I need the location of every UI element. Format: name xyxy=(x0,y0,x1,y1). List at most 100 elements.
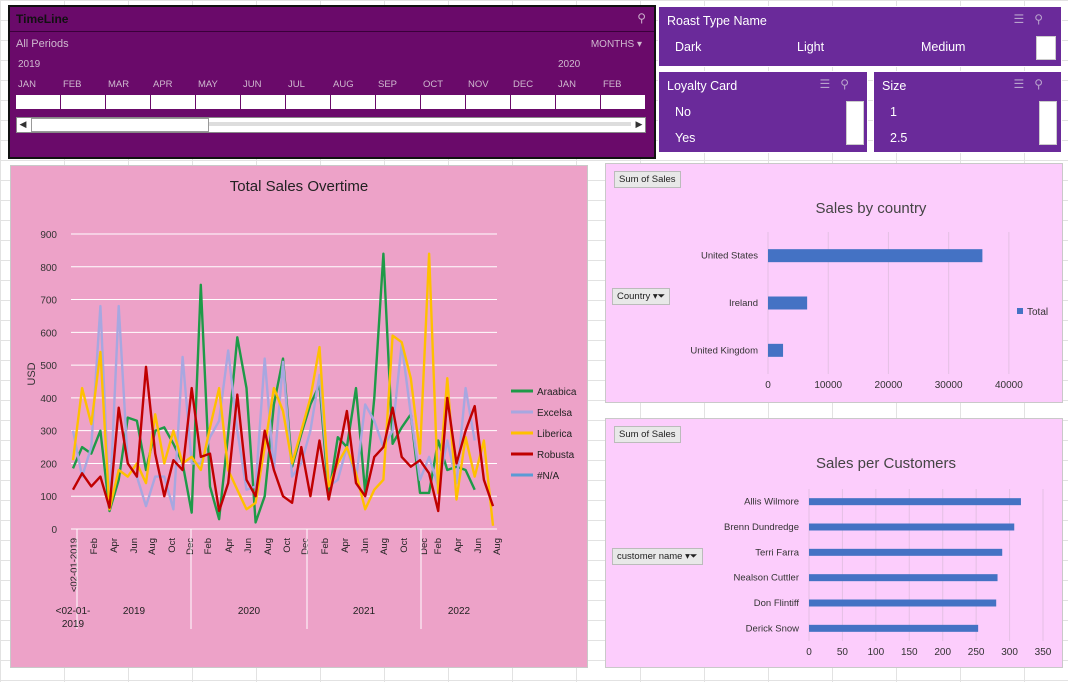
category-label: United States xyxy=(701,251,758,262)
y-tick-label: 0 xyxy=(51,525,57,536)
timeline-month-cell[interactable] xyxy=(466,95,511,109)
timeline-month-label: MAR xyxy=(108,79,130,90)
x-tick-label: Feb xyxy=(89,538,100,554)
slicer-option-dark[interactable]: Dark xyxy=(675,40,702,54)
timeline-month-cell[interactable] xyxy=(196,95,241,109)
multi-select-icon[interactable]: ☰⚲ xyxy=(819,77,859,91)
y-tick-label: 100 xyxy=(40,492,57,503)
slicer-option-2-5[interactable]: 2.5 xyxy=(890,131,908,145)
slicer-option-1[interactable]: 1 xyxy=(890,105,897,119)
x-tick-label: Aug xyxy=(263,538,274,555)
clear-filter-icon[interactable]: ⚲ xyxy=(637,11,646,25)
x-tick-label: 20000 xyxy=(875,380,903,391)
y-tick-label: 800 xyxy=(40,263,57,274)
slicer-option-yes[interactable]: Yes xyxy=(675,131,696,145)
slicer-option-medium[interactable]: Medium xyxy=(921,40,966,54)
x-group-label: 2019 xyxy=(123,606,146,617)
filter-icon: ▾⏷ xyxy=(685,551,698,562)
timeline-month-cell[interactable] xyxy=(286,95,331,109)
timeline-period-bar[interactable] xyxy=(16,95,646,109)
y-tick-label: 700 xyxy=(40,296,57,307)
timeline-month-cell[interactable] xyxy=(61,95,106,109)
y-tick-label: 300 xyxy=(40,427,57,438)
x-tick-label: Apr xyxy=(224,538,235,553)
bar xyxy=(809,624,979,632)
customer-bar-svg: Sales per Customers 0 50 100 150 200 250 300 350… xyxy=(724,455,1052,658)
scroll-left-icon[interactable]: ◀ xyxy=(19,119,27,129)
x-tick-label: Oct xyxy=(399,538,410,553)
roast-type-slicer[interactable]: Roast Type Name ☰⚲ Dark Light Medium xyxy=(658,6,1062,67)
legend-entry: Total xyxy=(1027,307,1048,318)
bar xyxy=(768,249,983,263)
timeline-month-cell[interactable] xyxy=(151,95,196,109)
size-slicer[interactable]: Size ☰⚲ 1 2.5 xyxy=(873,71,1062,153)
y-tick-label: 400 xyxy=(40,394,57,405)
sales-per-customers-chart[interactable]: Sum of Sales customer name ▾⏷ Sales per … xyxy=(605,418,1063,668)
series-line xyxy=(71,252,495,526)
slicer-option-light[interactable]: Light xyxy=(797,40,825,54)
timeline-month-cell[interactable] xyxy=(16,95,61,109)
timeline-month-cell[interactable] xyxy=(241,95,286,109)
x-tick-label: 300 xyxy=(1001,647,1018,658)
sum-of-sales-field-button[interactable]: Sum of Sales xyxy=(614,426,681,443)
x-tick-label: Feb xyxy=(433,538,444,554)
time-level-dropdown[interactable]: MONTHS ▾ xyxy=(591,39,642,50)
slicer-title: Roast Type Name xyxy=(667,14,767,28)
category-label: United Kingdom xyxy=(690,345,758,356)
x-tick-label: Oct xyxy=(167,538,178,553)
scroll-thumb[interactable] xyxy=(31,118,209,132)
x-tick-label: Apr xyxy=(109,538,120,553)
bar xyxy=(768,296,808,310)
sales-by-country-chart[interactable]: Sum of Sales Country ▾⏷ Sales by country… xyxy=(605,163,1063,403)
sum-of-sales-field-button[interactable]: Sum of Sales xyxy=(614,171,681,188)
slicer-option-no[interactable]: No xyxy=(675,105,691,119)
timeline-month-cell[interactable] xyxy=(331,95,376,109)
x-group-label: 2022 xyxy=(448,606,471,617)
x-group-label: 2021 xyxy=(353,606,376,617)
x-tick-label: Feb xyxy=(203,538,214,554)
x-tick-label: Apr xyxy=(453,538,464,553)
x-tick-label: Dec xyxy=(300,538,311,555)
timeline-month-label: AUG xyxy=(333,79,354,90)
country-field-button[interactable]: Country ▾⏷ xyxy=(612,288,671,305)
timeline-month-label: JAN xyxy=(558,79,576,90)
slicer-scrollbar[interactable] xyxy=(846,101,864,145)
filter-icon: ▾⏷ xyxy=(652,291,666,302)
multi-select-icon[interactable]: ☰⚲ xyxy=(1013,12,1053,26)
timeline-month-cell[interactable] xyxy=(556,95,601,109)
timeline-slicer[interactable]: TimeLine ⚲ All Periods MONTHS ▾ 2019 202… xyxy=(8,5,656,159)
x-tick-label: Jun xyxy=(360,538,371,553)
line-chart-svg: Total Sales Overtime 0 100 200 300 400 500 600 7… xyxy=(26,178,577,630)
slicer-scrollbar[interactable] xyxy=(1036,36,1056,60)
timeline-month-cell[interactable] xyxy=(421,95,466,109)
timeline-month-cell[interactable] xyxy=(601,95,646,109)
y-tick-label: 500 xyxy=(40,361,57,372)
loyalty-card-slicer[interactable]: Loyalty Card ☰⚲ No Yes xyxy=(658,71,868,153)
multi-select-icon[interactable]: ☰⚲ xyxy=(1013,77,1053,91)
x-tick-label: Jun xyxy=(243,538,254,553)
x-tick-label: Dec xyxy=(419,538,430,555)
timeline-scrollbar[interactable]: ◀ ▶ xyxy=(16,117,646,133)
bar xyxy=(809,574,998,582)
category-label: Allis Wilmore xyxy=(744,497,799,508)
timeline-month-label: SEP xyxy=(378,79,398,90)
slicer-scrollbar[interactable] xyxy=(1039,101,1057,145)
scroll-right-icon[interactable]: ▶ xyxy=(635,119,643,129)
customer-name-field-button[interactable]: customer name ▾⏷ xyxy=(612,548,703,565)
timeline-month-label: DEC xyxy=(513,79,534,90)
timeline-month-label: JAN xyxy=(18,79,36,90)
legend-entry: Robusta xyxy=(537,450,575,461)
legend-entry: #N/A xyxy=(537,471,560,482)
timeline-month-cell[interactable] xyxy=(106,95,151,109)
all-periods-label: All Periods xyxy=(16,38,69,50)
x-tick-label: 200 xyxy=(934,647,951,658)
x-tick-label: Aug xyxy=(492,538,503,555)
timeline-month-cell[interactable] xyxy=(511,95,556,109)
timeline-month-cell[interactable] xyxy=(376,95,421,109)
timeline-year-label: 2020 xyxy=(558,59,581,70)
x-tick-label: 100 xyxy=(868,647,885,658)
total-sales-overtime-chart[interactable]: Total Sales Overtime 0 100 200 300 400 500 600 7… xyxy=(10,165,588,668)
x-tick-label: Apr xyxy=(340,538,351,553)
x-tick-label: 150 xyxy=(901,647,918,658)
x-tick-label: 350 xyxy=(1035,647,1052,658)
